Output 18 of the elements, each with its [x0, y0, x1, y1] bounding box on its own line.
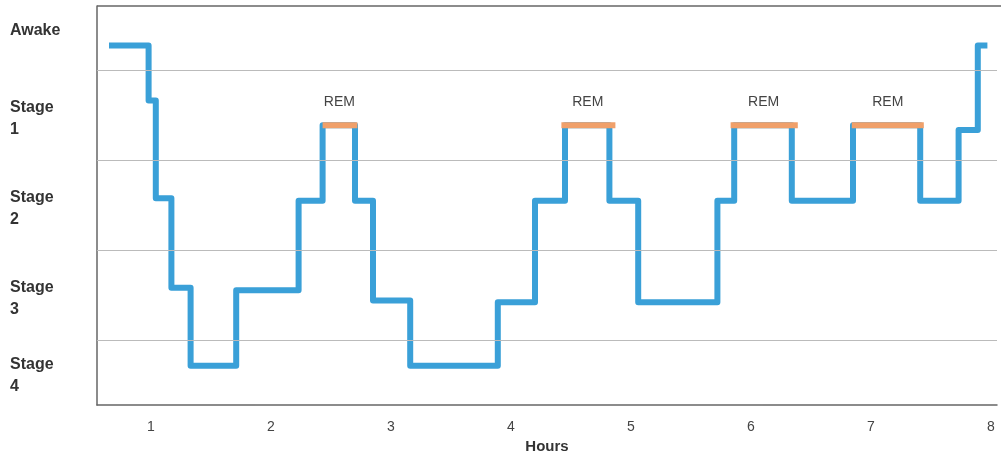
- text: Stage 2: [10, 187, 54, 227]
- x-tick-label: 8: [987, 418, 996, 434]
- x-tick-label: 1: [147, 418, 156, 434]
- x-tick-label: 5: [627, 418, 636, 434]
- text: Stage 3: [10, 277, 54, 317]
- text: Stage 4: [10, 355, 54, 395]
- x-tick-label: 4: [507, 418, 516, 434]
- annotation: REM: [748, 93, 780, 110]
- x-tick-label: 6: [747, 418, 756, 434]
- annotation: REM: [572, 93, 604, 110]
- text: Stage 1: [10, 98, 54, 138]
- x-tick-label: 3: [387, 418, 396, 434]
- text: Awake: [10, 20, 61, 38]
- x-tick-label: 2: [267, 418, 276, 434]
- annotation: REM: [872, 93, 904, 110]
- x-tick-label: 7: [867, 418, 876, 434]
- annotation: REM: [323, 93, 355, 110]
- x-axis-title: Hours: [525, 436, 569, 454]
